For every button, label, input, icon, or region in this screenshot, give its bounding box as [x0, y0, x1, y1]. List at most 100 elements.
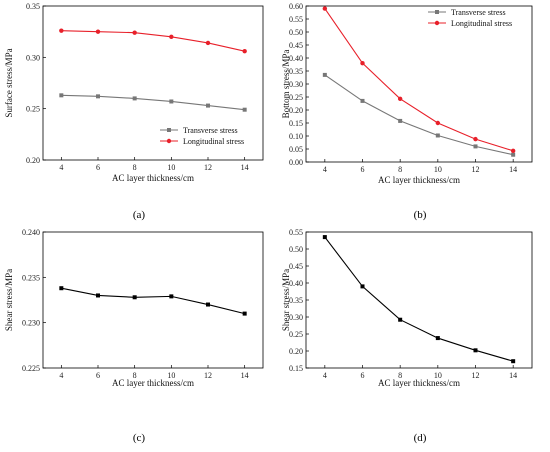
x-tick-label: 6 — [361, 371, 365, 380]
chart-d: 4 6 8 10 12 14 0.15 0.20 0.25 0.30 0.35 0.40 0.45 0.5… — [281, 228, 533, 444]
data-point — [360, 61, 365, 66]
data-point — [206, 302, 210, 307]
x-tick-label: 14 — [241, 163, 249, 172]
x-tick-label: 10 — [167, 371, 175, 380]
data-point — [96, 293, 100, 298]
y-tick-label: 0.20 — [289, 347, 303, 356]
data-point — [510, 148, 516, 154]
y-axis-label: Shear stress/MPa — [4, 269, 14, 331]
data-point — [169, 99, 174, 104]
chart-a: 4 6 8 10 12 14 0.20 0.25 0.30 0.35 AC layer thickn… — [4, 2, 264, 221]
x-axis-label: AC layer thickness/cm — [112, 378, 194, 388]
y-tick-label: 0.35 — [289, 67, 303, 76]
x-tick-label: 10 — [434, 165, 442, 174]
panel-label: (d) — [414, 432, 427, 444]
chart-b: 4 6 8 10 12 14 0.00 0.05 0.10 0.15 0.20 0.25 0.30 0.3… — [281, 2, 533, 221]
data-point — [435, 120, 441, 126]
x-tick-label: 4 — [323, 371, 327, 380]
x-tick-label: 4 — [323, 165, 327, 174]
data-point — [242, 107, 247, 112]
y-tick-label: 0.15 — [289, 364, 303, 373]
y-tick-label: 0.55 — [289, 228, 303, 237]
y-tick-label: 0.25 — [289, 93, 303, 102]
y-tick-label: 0.55 — [289, 15, 303, 24]
data-point — [59, 93, 64, 98]
data-point — [206, 103, 210, 108]
legend-label: Longitudinal stress — [183, 137, 244, 146]
data-point — [398, 317, 403, 322]
y-tick-label: 0.35 — [26, 2, 40, 11]
y-tick-label: 0.45 — [289, 41, 303, 50]
y-tick-label: 0.20 — [26, 156, 40, 165]
data-point — [397, 96, 403, 102]
y-tick-label: 0.35 — [289, 296, 303, 305]
x-tick-label: 12 — [472, 371, 480, 380]
x-tick-label: 10 — [167, 163, 175, 172]
y-tick-label: 0.40 — [289, 54, 303, 63]
legend-label: Transverse stress — [183, 126, 238, 135]
x-tick-label: 12 — [204, 371, 212, 380]
data-point — [169, 294, 174, 299]
plot-frame — [305, 5, 533, 163]
data-point — [132, 30, 137, 35]
data-point — [435, 336, 440, 341]
x-tick-label: 14 — [241, 371, 249, 380]
legend-marker — [434, 20, 440, 26]
data-point — [96, 94, 100, 99]
data-point — [473, 348, 478, 353]
y-tick-label: 0.60 — [289, 2, 303, 11]
legend-marker — [167, 128, 171, 132]
y-tick-label: 0.15 — [289, 119, 303, 128]
chart-c: 4 6 8 10 12 14 0.225 0.230 0.235 0.240 AC layer th… — [4, 228, 264, 444]
series-line-0 — [61, 287, 245, 315]
y-tick-label: 0.40 — [289, 279, 303, 288]
data-point — [132, 295, 137, 300]
data-point — [322, 72, 327, 77]
series-line-0 — [324, 74, 514, 156]
y-tick-label: 0.230 — [22, 319, 40, 328]
x-tick-label: 8 — [398, 371, 402, 380]
y-axis-label: Bottom stress/MPa — [281, 50, 291, 119]
legend-label: Transverse stress — [451, 8, 506, 17]
x-tick-label: 12 — [204, 163, 212, 172]
y-tick-label: 0.30 — [289, 313, 303, 322]
data-point — [398, 118, 403, 123]
y-tick-label: 0.235 — [22, 273, 40, 282]
data-point — [242, 311, 247, 316]
data-point — [205, 40, 211, 46]
y-tick-label: 0.10 — [289, 132, 303, 141]
legend-marker — [435, 10, 439, 14]
y-axis-label: Shear stress/MPa — [281, 269, 291, 331]
data-point — [360, 98, 365, 103]
data-point — [169, 34, 174, 39]
y-tick-label: 0.30 — [26, 53, 40, 62]
x-tick-label: 4 — [59, 371, 63, 380]
y-tick-label: 0.225 — [22, 364, 40, 373]
legend-marker — [166, 138, 172, 144]
data-point — [132, 96, 137, 101]
series-line-1 — [61, 30, 245, 52]
y-tick-label: 0.20 — [289, 106, 303, 115]
x-axis-label: AC layer thickness/cm — [378, 175, 460, 185]
x-tick-label: 8 — [133, 371, 137, 380]
data-point — [511, 359, 516, 364]
x-axis-label: AC layer thickness/cm — [378, 378, 460, 388]
data-point — [360, 284, 365, 289]
legend-label: Longitudinal stress — [451, 19, 512, 28]
y-tick-label: 0.30 — [289, 80, 303, 89]
y-tick-label: 0.50 — [289, 28, 303, 37]
panel-label: (c) — [133, 432, 146, 444]
data-point — [59, 286, 64, 291]
series-line-1 — [324, 8, 514, 152]
x-tick-label: 6 — [96, 371, 100, 380]
series-line-0 — [324, 236, 514, 362]
y-tick-label: 0.45 — [289, 262, 303, 271]
data-point — [322, 235, 327, 240]
y-tick-label: 0.05 — [289, 145, 303, 154]
x-tick-label: 10 — [434, 371, 442, 380]
data-point — [473, 136, 478, 142]
x-tick-label: 14 — [509, 165, 517, 174]
y-axis-label: Surface stress/MPa — [4, 48, 14, 117]
x-tick-label: 8 — [398, 165, 402, 174]
